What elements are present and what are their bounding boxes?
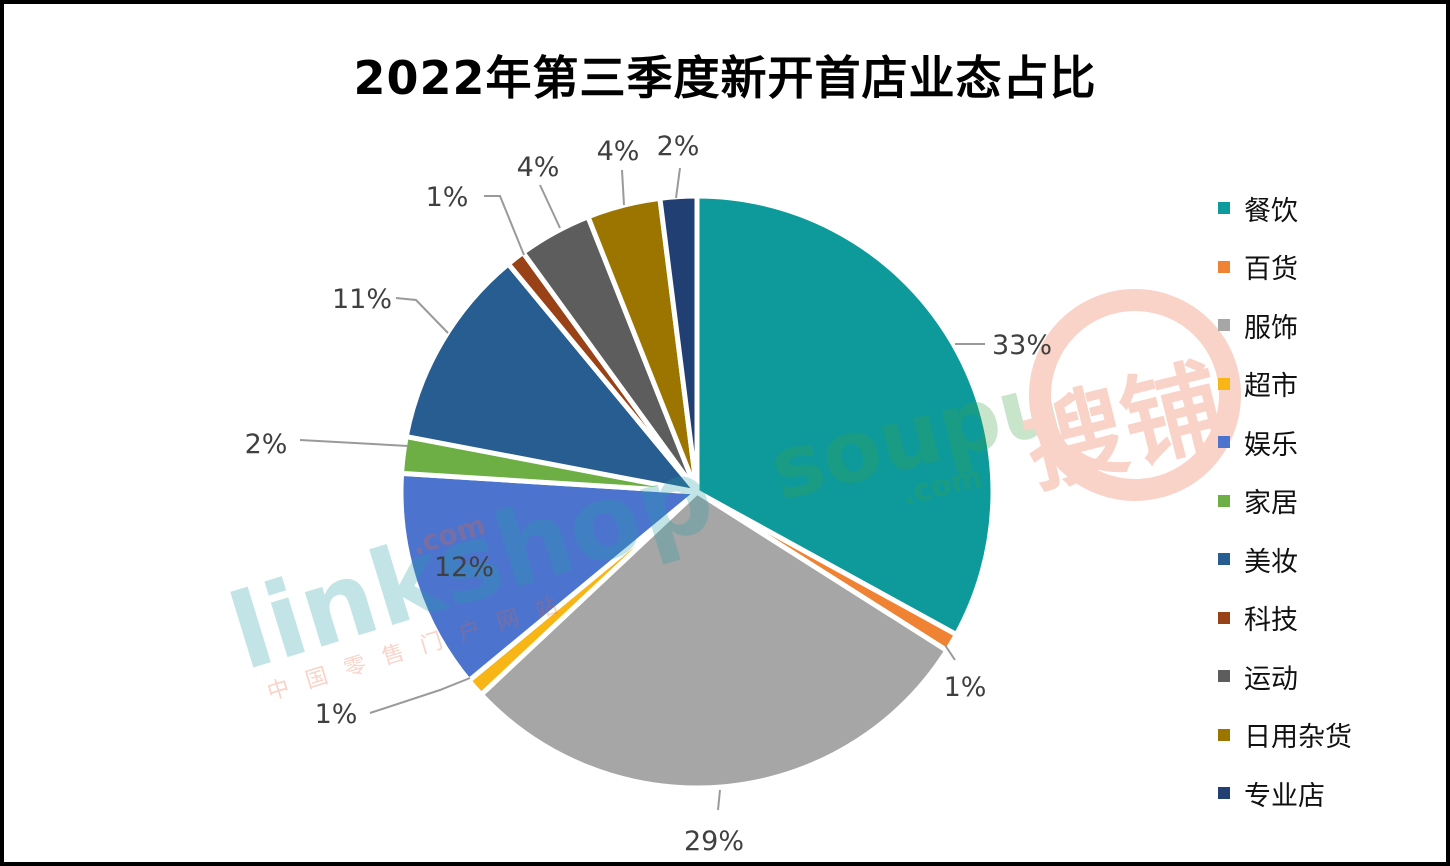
legend-label: 日用杂货 <box>1244 722 1352 753</box>
legend-item-7: 美妆 <box>1218 539 1298 579</box>
data-label-6: 2% <box>245 429 288 460</box>
data-label-7: 11% <box>332 284 392 315</box>
legend-swatch <box>1218 728 1230 741</box>
data-label-2: 1% <box>944 672 987 703</box>
data-label-1: 33% <box>992 330 1052 361</box>
legend-swatch <box>1218 260 1230 273</box>
legend-swatch <box>1218 202 1230 214</box>
legend-label: 家居 <box>1244 488 1298 519</box>
leader-line-6 <box>299 439 409 447</box>
leader-line-7 <box>395 297 449 334</box>
legend-label: 超市 <box>1244 371 1298 402</box>
label-leader-lines <box>299 167 985 811</box>
legend-swatch <box>1218 319 1230 331</box>
pie-slice-7 <box>403 261 700 495</box>
legend-item-3: 服饰 <box>1218 305 1298 345</box>
leader-line-11 <box>675 167 681 199</box>
data-label-9: 4% <box>517 152 560 183</box>
leader-line-2 <box>944 644 956 661</box>
legend-item-9: 运动 <box>1218 656 1298 696</box>
pie-data-labels: 33% 1% 29% 1% 12% 2% 11% 1% 4% 4% 2% <box>245 131 1052 857</box>
leader-line-4 <box>369 677 471 714</box>
pie-slice-11 <box>657 193 700 495</box>
legend-label: 美妆 <box>1244 546 1298 578</box>
legend-label: 餐饮 <box>1244 195 1298 227</box>
legend-swatch <box>1218 436 1230 448</box>
data-label-4: 1% <box>315 699 358 730</box>
leader-line-9 <box>539 184 561 229</box>
leader-line-8 <box>484 195 525 256</box>
legend-label: 娱乐 <box>1244 429 1298 461</box>
data-label-5: 12% <box>434 552 494 583</box>
legend-label: 科技 <box>1244 605 1298 636</box>
legend-swatch <box>1218 553 1230 565</box>
legend-item-4: 超市 <box>1218 364 1298 404</box>
legend-label: 运动 <box>1244 663 1298 695</box>
pie-slice-3 <box>478 489 950 791</box>
data-label-10: 4% <box>597 136 640 167</box>
pie-slice-5 <box>398 470 700 684</box>
legend-item-11: 专业店 <box>1218 773 1325 813</box>
legend-item-8: 科技 <box>1218 598 1298 638</box>
legend-swatch <box>1218 611 1230 624</box>
legend-swatch <box>1218 377 1230 390</box>
pie-slices <box>398 193 996 791</box>
legend-item-2: 百货 <box>1218 247 1298 287</box>
watermark-magnifier-icon <box>1029 289 1241 501</box>
data-label-8: 1% <box>426 182 469 213</box>
legend-swatch <box>1218 787 1230 799</box>
leader-line-3 <box>717 789 721 811</box>
legend-item-6: 家居 <box>1218 481 1298 521</box>
pie-slice-1 <box>694 193 996 638</box>
legend-item-1: 餐饮 <box>1218 188 1298 228</box>
data-label-3: 29% <box>684 826 744 857</box>
leader-line-10 <box>621 169 625 206</box>
legend-swatch <box>1218 670 1230 682</box>
legend-label: 服饰 <box>1244 312 1298 344</box>
chart-title: 2022年第三季度新开首店业态占比 <box>353 51 1097 105</box>
legend-swatch <box>1218 494 1230 507</box>
legend-label: 百货 <box>1244 254 1298 285</box>
legend-item-10: 日用杂货 <box>1218 715 1352 755</box>
legend-item-5: 娱乐 <box>1218 422 1298 462</box>
data-label-11: 2% <box>657 131 700 162</box>
legend-label: 专业店 <box>1244 780 1325 812</box>
